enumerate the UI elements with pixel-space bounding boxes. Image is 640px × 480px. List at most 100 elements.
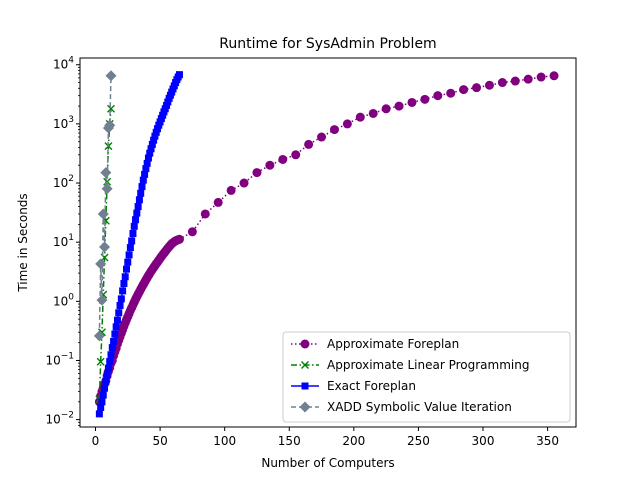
data-point: [147, 145, 155, 153]
data-point: [113, 316, 121, 324]
data-point: [133, 209, 141, 217]
legend-box: [282, 331, 571, 423]
data-point: [105, 70, 117, 82]
y-tick-label: 103: [53, 115, 74, 131]
legend-label: Approximate Foreplan: [327, 337, 459, 351]
data-point: [459, 85, 469, 95]
data-point: [96, 294, 108, 306]
data-point: [497, 78, 507, 88]
x-axis-label: Number of Computers: [261, 456, 394, 470]
x-tick-label: 250: [407, 434, 430, 448]
data-point: [148, 140, 156, 148]
data-point: [433, 91, 443, 101]
data-point: [139, 176, 147, 184]
data-point: [108, 344, 116, 352]
data-point: [123, 265, 130, 273]
data-point: [213, 197, 223, 207]
data-point: [135, 196, 143, 204]
data-point: [226, 185, 236, 195]
data-point: [163, 101, 171, 109]
data-point: [121, 273, 129, 281]
legend: Approximate Foreplan Approximate Linear P…: [282, 331, 571, 423]
data-point: [120, 280, 128, 288]
data-point: [137, 189, 145, 197]
data-point: [97, 404, 105, 412]
data-point: [200, 209, 210, 219]
data-point: [381, 104, 391, 114]
data-point: [124, 258, 132, 266]
legend-entry: XADD Symbolic Value Iteration: [291, 400, 512, 414]
data-point: [304, 139, 314, 149]
data-point: [142, 165, 150, 173]
y-tick-label: 100: [53, 292, 74, 308]
data-point: [175, 71, 183, 79]
legend-entry: Exact Foreplan: [291, 379, 416, 393]
data-point: [103, 177, 112, 186]
legend-marker: [299, 401, 311, 413]
data-point: [106, 358, 114, 366]
data-point: [317, 132, 327, 142]
y-tick-label: 101: [53, 233, 74, 249]
data-point: [187, 227, 197, 237]
data-point: [112, 323, 120, 331]
data-point: [151, 132, 159, 140]
data-point: [472, 83, 482, 93]
data-point: [549, 71, 559, 81]
data-point: [134, 203, 142, 211]
data-point: [164, 98, 172, 106]
legend-entry: Approximate Foreplan: [291, 337, 459, 351]
data-point: [523, 74, 533, 84]
x-tick-label: 350: [536, 434, 559, 448]
y-tick-label: 102: [53, 174, 74, 190]
y-tick-label: 10−1: [45, 351, 74, 367]
data-point: [342, 119, 352, 129]
data-point: [394, 101, 404, 111]
data-point: [119, 287, 127, 295]
data-point: [107, 104, 115, 113]
data-point: [98, 398, 106, 406]
data-point: [420, 94, 430, 104]
legend-marker: [301, 361, 309, 369]
data-point: [510, 76, 520, 86]
data-point: [115, 309, 123, 317]
data-point: [146, 149, 154, 157]
data-point: [97, 208, 109, 220]
data-point: [239, 178, 249, 188]
data-point: [368, 108, 378, 118]
data-point: [104, 364, 112, 372]
y-axis: 10−2 10−1 100 101 102 103 104: [45, 56, 80, 427]
legend-label: Exact Foreplan: [327, 379, 416, 393]
data-point: [96, 357, 105, 366]
data-point: [141, 170, 149, 178]
legend-marker: [301, 382, 309, 390]
series-layer: [93, 70, 559, 418]
data-point: [446, 88, 456, 98]
data-point: [99, 391, 107, 399]
data-point: [95, 258, 107, 270]
x-tick-label: 200: [342, 434, 365, 448]
data-point: [128, 237, 136, 245]
series-2: [95, 71, 183, 418]
chart-title: Runtime for SysAdmin Problem: [219, 36, 436, 52]
data-point: [116, 301, 124, 309]
y-tick-label: 104: [53, 56, 74, 72]
data-point: [99, 241, 111, 253]
data-point: [143, 159, 151, 167]
legend-marker: [300, 339, 310, 349]
x-axis: 0 50 100 150 200 250 300 350: [92, 427, 559, 448]
data-point: [107, 351, 115, 359]
data-point: [484, 80, 494, 90]
series-line: [98, 108, 112, 400]
x-tick-label: 0: [92, 434, 100, 448]
data-point: [174, 234, 184, 244]
legend-label: Approximate Linear Programming: [327, 358, 529, 372]
data-point: [111, 330, 119, 338]
data-point: [110, 337, 118, 345]
data-point: [138, 183, 146, 191]
data-point: [129, 230, 137, 238]
data-point: [104, 119, 116, 131]
data-point: [150, 136, 158, 144]
data-point: [355, 112, 365, 122]
data-point: [132, 216, 140, 224]
